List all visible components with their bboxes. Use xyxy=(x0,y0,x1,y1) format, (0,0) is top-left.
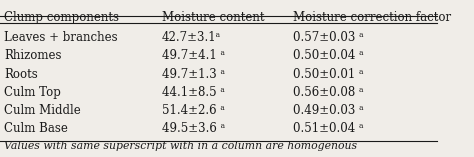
Text: Moisture correction factor: Moisture correction factor xyxy=(293,11,451,24)
Text: Moisture content: Moisture content xyxy=(162,11,264,24)
Text: 51.4±2.6 ᵃ: 51.4±2.6 ᵃ xyxy=(162,104,225,117)
Text: Culm Middle: Culm Middle xyxy=(4,104,81,117)
Text: Clump components: Clump components xyxy=(4,11,119,24)
Text: Culm Base: Culm Base xyxy=(4,122,68,135)
Text: 0.49±0.03 ᵃ: 0.49±0.03 ᵃ xyxy=(293,104,364,117)
Text: 0.57±0.03 ᵃ: 0.57±0.03 ᵃ xyxy=(293,31,364,44)
Text: Culm Top: Culm Top xyxy=(4,86,61,99)
Text: Values with same superscript with in a column are homogenous: Values with same superscript with in a c… xyxy=(4,141,357,151)
Text: 0.50±0.04 ᵃ: 0.50±0.04 ᵃ xyxy=(293,49,364,62)
Text: 0.51±0.04 ᵃ: 0.51±0.04 ᵃ xyxy=(293,122,364,135)
Text: 0.56±0.08 ᵃ: 0.56±0.08 ᵃ xyxy=(293,86,364,99)
Text: 44.1±8.5 ᵃ: 44.1±8.5 ᵃ xyxy=(162,86,225,99)
Text: 49.5±3.6 ᵃ: 49.5±3.6 ᵃ xyxy=(162,122,225,135)
Text: Leaves + branches: Leaves + branches xyxy=(4,31,118,44)
Text: Rhizomes: Rhizomes xyxy=(4,49,62,62)
Text: Roots: Roots xyxy=(4,68,38,81)
Text: 49.7±1.3 ᵃ: 49.7±1.3 ᵃ xyxy=(162,68,225,81)
Text: 42.7±3.1ᵃ: 42.7±3.1ᵃ xyxy=(162,31,221,44)
Text: 49.7±4.1 ᵃ: 49.7±4.1 ᵃ xyxy=(162,49,225,62)
Text: 0.50±0.01 ᵃ: 0.50±0.01 ᵃ xyxy=(293,68,364,81)
